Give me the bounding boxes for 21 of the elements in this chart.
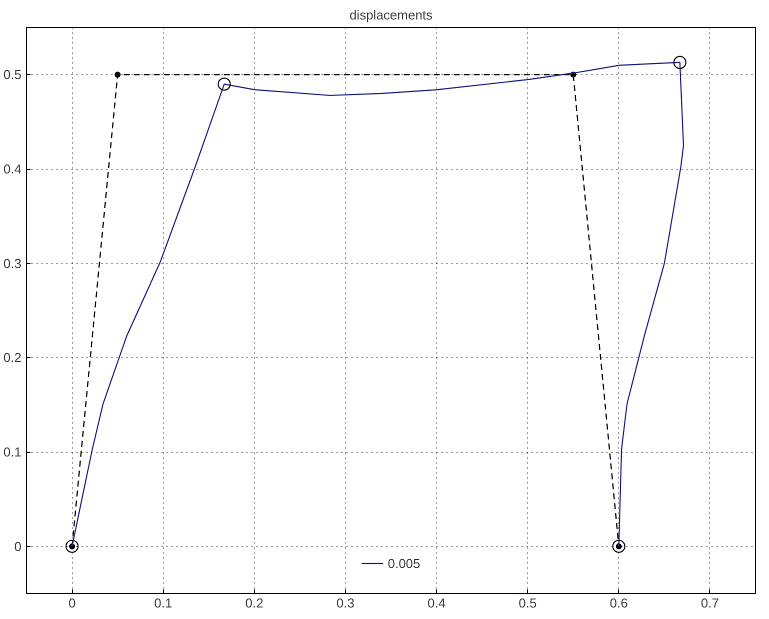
y-tick-label: 0.4 xyxy=(3,162,22,176)
y-tick-label: 0.1 xyxy=(3,444,22,460)
legend-label: 0.005 xyxy=(388,556,420,570)
y-tick-label: 0.3 xyxy=(3,256,22,271)
x-tick-label: 0.3 xyxy=(336,596,354,610)
x-tick-label: 0.4 xyxy=(428,596,446,610)
point xyxy=(114,72,121,78)
x-tick-label: 0 xyxy=(68,596,76,610)
x-tick-label: 0.2 xyxy=(245,596,264,610)
point xyxy=(612,540,626,553)
x-tick-label: 0.1 xyxy=(154,596,172,610)
x-tick-label: 0.5 xyxy=(518,596,537,610)
y-tick-label: 0.5 xyxy=(3,67,22,82)
point xyxy=(65,540,79,553)
point xyxy=(218,78,231,91)
y-tick-label: 0.2 xyxy=(3,350,22,366)
point xyxy=(673,56,686,69)
y-tick-label: 0 xyxy=(14,538,22,554)
x-tick-label: 0.7 xyxy=(700,596,719,610)
x-tick-label: 0.6 xyxy=(610,596,628,610)
chart-title: displacements xyxy=(349,8,434,22)
